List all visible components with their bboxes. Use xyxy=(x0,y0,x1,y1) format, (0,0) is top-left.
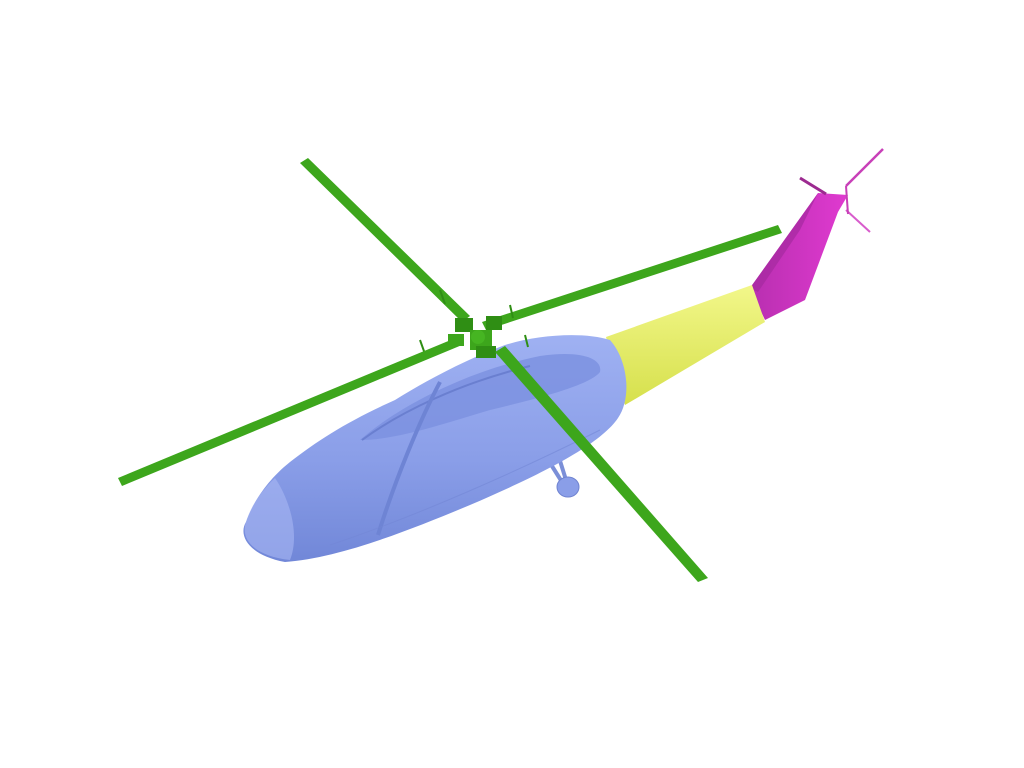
main-rotor-back-blades xyxy=(300,158,782,330)
tail-rotor xyxy=(799,148,884,233)
fuselage xyxy=(243,335,627,562)
rotor-hub xyxy=(419,289,529,358)
rotor-blade-left xyxy=(118,337,462,486)
main-rotor-front-blades xyxy=(118,337,708,582)
cockpit-canopy xyxy=(360,353,601,440)
tail-fin xyxy=(750,193,848,320)
rotor-blade-upper-right xyxy=(482,225,782,330)
rotor-blade-lower-right xyxy=(495,346,708,582)
tail-boom xyxy=(606,285,765,405)
landing-wheel xyxy=(556,476,580,498)
rotor-blade-upper-left xyxy=(300,158,470,322)
